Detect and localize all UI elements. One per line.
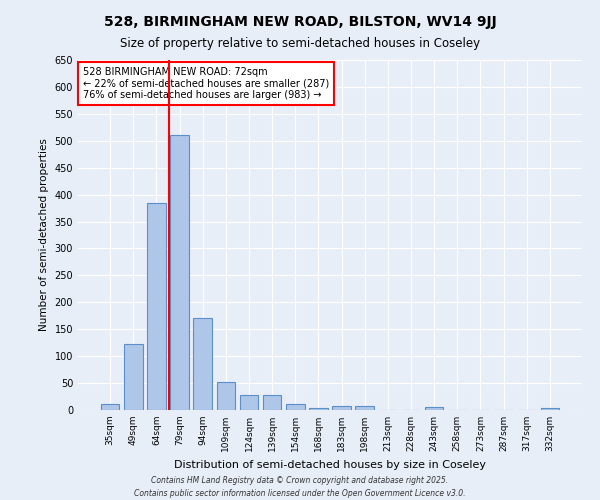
X-axis label: Distribution of semi-detached houses by size in Coseley: Distribution of semi-detached houses by … <box>174 460 486 469</box>
Text: 528, BIRMINGHAM NEW ROAD, BILSTON, WV14 9JJ: 528, BIRMINGHAM NEW ROAD, BILSTON, WV14 … <box>104 15 496 29</box>
Bar <box>425 408 443 410</box>
Bar <box>240 396 258 410</box>
Bar <box>124 344 143 410</box>
Bar <box>217 382 235 410</box>
Y-axis label: Number of semi-detached properties: Number of semi-detached properties <box>39 138 49 332</box>
Bar <box>332 406 351 410</box>
Text: Size of property relative to semi-detached houses in Coseley: Size of property relative to semi-detach… <box>120 38 480 51</box>
Text: 528 BIRMINGHAM NEW ROAD: 72sqm
← 22% of semi-detached houses are smaller (287)
7: 528 BIRMINGHAM NEW ROAD: 72sqm ← 22% of … <box>83 67 329 100</box>
Bar <box>263 396 281 410</box>
Bar <box>101 404 119 410</box>
Bar <box>355 406 374 410</box>
Bar <box>170 136 189 410</box>
Text: Contains HM Land Registry data © Crown copyright and database right 2025.
Contai: Contains HM Land Registry data © Crown c… <box>134 476 466 498</box>
Bar <box>193 318 212 410</box>
Bar <box>541 408 559 410</box>
Bar <box>309 408 328 410</box>
Bar <box>286 404 305 410</box>
Bar <box>147 202 166 410</box>
